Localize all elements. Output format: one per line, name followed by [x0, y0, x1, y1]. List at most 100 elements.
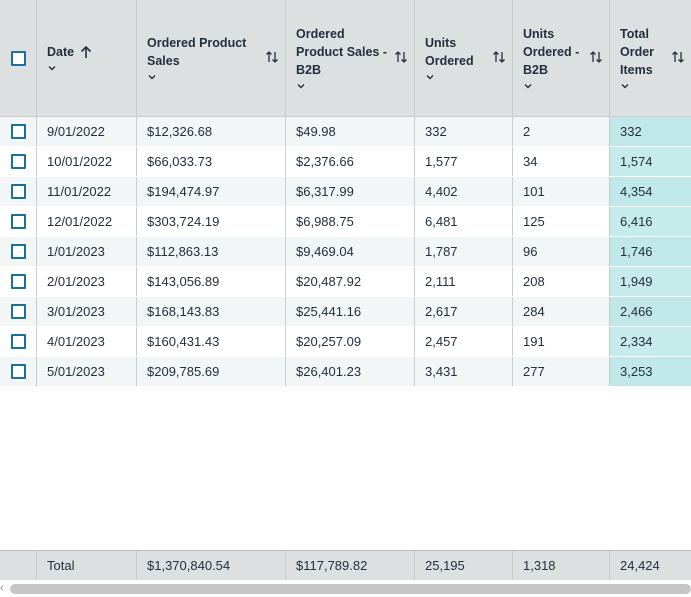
cell-ordered-product-sales: $66,033.73: [137, 147, 286, 176]
row-select-cell: [0, 177, 37, 206]
table-total-row: Total $1,370,840.54 $117,789.82 25,195 1,318…: [0, 550, 691, 580]
sort-toggle-icon[interactable]: [394, 49, 408, 65]
column-header-label: Items: [620, 63, 653, 77]
column-header-label: Order: [620, 45, 655, 59]
table-row[interactable]: 11/01/2022 $194,474.97 $6,317.99 4,402 101 4,…: [0, 177, 691, 207]
cell-total-order-items: 2,334: [610, 327, 691, 356]
cell-units-ordered-b2b: 277: [513, 357, 610, 386]
table-row[interactable]: 2/01/2023 $143,056.89 $20,487.92 2,111 208 1,…: [0, 267, 691, 297]
column-header-label: Units: [523, 27, 555, 41]
row-select-cell: [0, 357, 37, 386]
column-header-label: B2B: [523, 63, 549, 77]
column-header-date[interactable]: Date: [37, 0, 137, 116]
cell-total-order-items: 1,574: [610, 147, 691, 176]
cell-units-ordered-b2b: 191: [513, 327, 610, 356]
scroll-left-icon[interactable]: ‹: [0, 582, 4, 594]
row-checkbox[interactable]: [10, 304, 26, 319]
cell-date: 4/01/2023: [37, 327, 137, 356]
cell-units-ordered: 3,431: [415, 357, 513, 386]
cell-units-ordered: 2,111: [415, 267, 513, 296]
cell-ordered-product-sales: $303,724.19: [137, 207, 286, 236]
horizontal-scrollbar[interactable]: ‹: [0, 580, 691, 597]
row-select-cell: [0, 237, 37, 266]
sort-toggle-icon[interactable]: [265, 49, 279, 65]
column-header-label: B2B: [296, 63, 322, 77]
total-units-ordered: 25,195: [415, 551, 513, 580]
table-row[interactable]: 1/01/2023 $112,863.13 $9,469.04 1,787 96 1,74…: [0, 237, 691, 267]
row-checkbox[interactable]: [10, 334, 26, 349]
cell-ordered-product-sales: $143,056.89: [137, 267, 286, 296]
cell-date: 2/01/2023: [37, 267, 137, 296]
arrow-up-icon[interactable]: [80, 45, 92, 59]
sort-toggle-icon[interactable]: [589, 49, 603, 65]
row-checkbox[interactable]: [10, 214, 26, 229]
row-checkbox[interactable]: [10, 364, 26, 379]
column-header-units-ordered[interactable]: Units Ordered: [415, 0, 513, 116]
sort-toggle-icon[interactable]: [671, 49, 685, 65]
cell-date: 10/01/2022: [37, 147, 137, 176]
cell-total-order-items: 4,354: [610, 177, 691, 206]
cell-ordered-product-sales-b2b: $25,441.16: [286, 297, 415, 326]
row-checkbox[interactable]: [10, 184, 26, 199]
cell-ordered-product-sales: $168,143.83: [137, 297, 286, 326]
cell-ordered-product-sales: $12,326.68: [137, 117, 286, 146]
cell-ordered-product-sales-b2b: $2,376.66: [286, 147, 415, 176]
column-header-content: Total Order Items: [620, 25, 654, 91]
table-row[interactable]: 4/01/2023 $160,431.43 $20,257.09 2,457 191 2,…: [0, 327, 691, 357]
column-header-label: Ordered: [425, 54, 474, 68]
table-empty-area: [0, 387, 691, 550]
sort-toggle-icon[interactable]: [492, 49, 506, 65]
select-all-checkbox[interactable]: [10, 50, 26, 66]
cell-units-ordered-b2b: 125: [513, 207, 610, 236]
column-header-ordered-product-sales-b2b[interactable]: Ordered Product Sales - B2B: [286, 0, 415, 116]
cell-total-order-items: 3,253: [610, 357, 691, 386]
chevron-down-icon[interactable]: [296, 81, 306, 91]
cell-units-ordered-b2b: 208: [513, 267, 610, 296]
cell-ordered-product-sales: $209,785.69: [137, 357, 286, 386]
column-header-content: Ordered Product Sales: [147, 34, 246, 82]
row-select-cell: [0, 147, 37, 176]
cell-units-ordered: 332: [415, 117, 513, 146]
chevron-down-icon[interactable]: [425, 72, 435, 82]
cell-ordered-product-sales-b2b: $9,469.04: [286, 237, 415, 266]
cell-units-ordered-b2b: 101: [513, 177, 610, 206]
cell-total-order-items: 6,416: [610, 207, 691, 236]
row-checkbox[interactable]: [10, 124, 26, 139]
column-header-ordered-product-sales[interactable]: Ordered Product Sales: [137, 0, 286, 116]
table-row[interactable]: 12/01/2022 $303,724.19 $6,988.75 6,481 125 6,…: [0, 207, 691, 237]
cell-date: 5/01/2023: [37, 357, 137, 386]
row-checkbox[interactable]: [10, 244, 26, 259]
cell-total-order-items: 1,746: [610, 237, 691, 266]
column-header-units-ordered-b2b[interactable]: Units Ordered - B2B: [513, 0, 610, 116]
cell-date: 3/01/2023: [37, 297, 137, 326]
column-header-label: Units: [425, 36, 457, 50]
cell-units-ordered: 2,457: [415, 327, 513, 356]
table-row[interactable]: 10/01/2022 $66,033.73 $2,376.66 1,577 34 1,57…: [0, 147, 691, 177]
table-row[interactable]: 5/01/2023 $209,785.69 $26,401.23 3,431 277 3,…: [0, 357, 691, 387]
row-select-cell: [0, 267, 37, 296]
cell-units-ordered: 1,577: [415, 147, 513, 176]
cell-ordered-product-sales: $194,474.97: [137, 177, 286, 206]
column-header-total-order-items[interactable]: Total Order Items: [610, 0, 691, 116]
total-label: Total: [37, 551, 137, 580]
cell-ordered-product-sales-b2b: $6,988.75: [286, 207, 415, 236]
cell-total-order-items: 1,949: [610, 267, 691, 296]
column-header-label: Ordered -: [523, 45, 580, 59]
column-header-content: Ordered Product Sales - B2B: [296, 25, 387, 91]
chevron-down-icon[interactable]: [147, 72, 157, 82]
column-header-content: Date: [47, 43, 92, 73]
cell-units-ordered-b2b: 34: [513, 147, 610, 176]
row-checkbox[interactable]: [10, 274, 26, 289]
chevron-down-icon[interactable]: [523, 81, 533, 91]
row-select-cell: [0, 117, 37, 146]
table-row[interactable]: 3/01/2023 $168,143.83 $25,441.16 2,617 284 2,…: [0, 297, 691, 327]
row-checkbox[interactable]: [10, 154, 26, 169]
cell-ordered-product-sales: $112,863.13: [137, 237, 286, 266]
column-header-label: Sales: [147, 54, 180, 68]
cell-total-order-items: 332: [610, 117, 691, 146]
table-row[interactable]: 9/01/2022 $12,326.68 $49.98 332 2 332: [0, 117, 691, 147]
chevron-down-icon[interactable]: [620, 81, 630, 91]
chevron-down-icon[interactable]: [47, 63, 57, 73]
cell-units-ordered: 6,481: [415, 207, 513, 236]
horizontal-scrollbar-thumb[interactable]: [10, 584, 691, 594]
